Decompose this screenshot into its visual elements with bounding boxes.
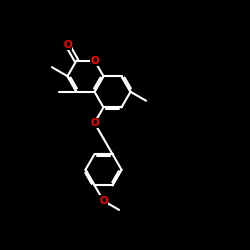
Text: O: O (63, 40, 72, 50)
Text: O: O (90, 56, 99, 66)
Text: O: O (99, 196, 108, 206)
Text: O: O (90, 118, 99, 128)
